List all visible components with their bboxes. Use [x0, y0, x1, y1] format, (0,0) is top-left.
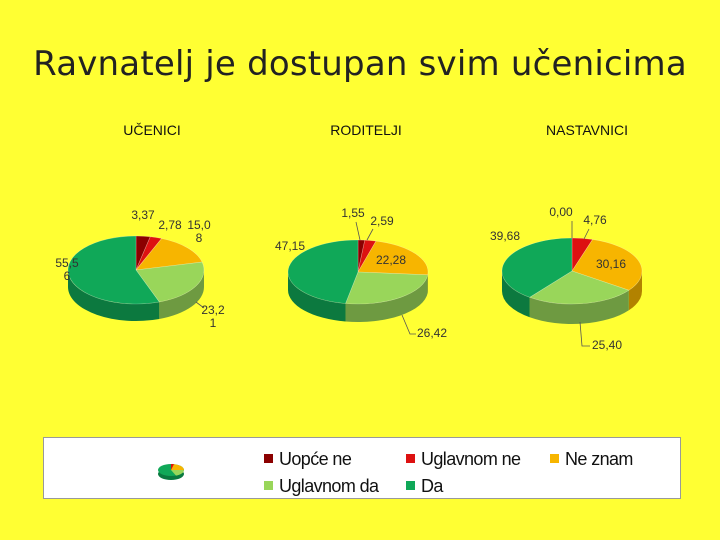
pie-slice-1 [357, 239, 377, 273]
pie-slice-4 [501, 237, 573, 298]
pie-value-label: 4,76 [583, 213, 607, 227]
legend-item-ne-znam: Ne znam [550, 449, 633, 470]
pie-chart-1: 1,55 2,59 22,28 26,42 47,15 [275, 206, 447, 340]
legend-item-da: Da [406, 476, 443, 497]
pie-side-3 [159, 270, 204, 319]
pie-value-label: 15,0 8 [187, 218, 211, 245]
legend-label: Uopće ne [279, 449, 352, 469]
pie-slice-4 [67, 235, 160, 305]
leader-line [366, 228, 374, 241]
legend-item-uglavnom-da: Uglavnom da [264, 476, 379, 497]
pie-value-label: 0,00 [549, 205, 573, 219]
pie-side-3 [345, 274, 428, 322]
pie-slice-1 [135, 236, 163, 271]
leader-line [579, 321, 590, 347]
pie-value-label: 26,42 [417, 326, 447, 340]
leader-line [355, 221, 361, 241]
pie-slice-2 [571, 239, 643, 291]
pie-value-label: 3,37 [131, 208, 155, 222]
pie-slice-0 [135, 235, 151, 271]
legend-label: Da [421, 476, 443, 496]
legend-item-uopce-ne: Uopće ne [264, 449, 352, 470]
chart-title-ucenici: UČENICI [123, 122, 181, 138]
pie-side-4 [288, 272, 346, 322]
pie-slice-3 [135, 261, 205, 303]
slide-title: Ravnatelj je dostupan svim učenicima [33, 44, 687, 84]
legend-label: Uglavnom ne [421, 449, 521, 469]
legend-swatch-uopce-ne [264, 454, 273, 463]
pie-value-label: 2,59 [370, 214, 394, 228]
legend-pie-icon [158, 463, 185, 480]
pie-side-3 [529, 290, 629, 324]
pie-side-4 [68, 270, 160, 321]
pie-slice-3 [529, 270, 630, 305]
pie-value-label: 47,15 [275, 239, 305, 253]
pie-value-label: 23,2 1 [201, 303, 225, 330]
legend-item-uglavnom-ne: Uglavnom ne [406, 449, 521, 470]
leader-line [401, 314, 416, 335]
pie-value-label: 30,16 [596, 257, 626, 271]
chart-title-roditelji: RODITELJI [330, 122, 402, 138]
pie-value-label: 55,5 6 [55, 256, 79, 283]
pie-charts: 3,372,78 15,0 8 23,2 1 55,5 6 1,55 2,59 22,28 26,4… [55, 205, 643, 352]
leader-line [583, 228, 590, 240]
pie-value-label: 22,28 [376, 253, 406, 267]
pie-slice-2 [357, 240, 429, 276]
pie-value-label: 39,68 [490, 229, 520, 243]
leader-line [195, 301, 205, 309]
legend-swatch-uglavnom-ne [406, 454, 415, 463]
pie-value-label: 2,78 [158, 218, 182, 232]
chart-title-nastavnici: NASTAVNICI [546, 122, 628, 138]
legend-swatch-ne-znam [550, 454, 559, 463]
pie-chart-2: 0,00 4,76 30,16 25,40 39,68 [490, 205, 643, 352]
legend: Uopće ne Uglavnom ne Ne znam Uglavnom da… [43, 437, 681, 499]
pie-slice-3 [345, 271, 429, 305]
legend-swatch-uglavnom-da [264, 481, 273, 490]
pie-side-2 [628, 271, 642, 311]
pie-slice-2 [135, 238, 203, 271]
pie-side-4 [502, 271, 530, 318]
pie-chart-0: 3,372,78 15,0 8 23,2 1 55,5 6 [55, 208, 225, 330]
pie-slice-4 [287, 239, 359, 304]
pie-slice-0 [357, 239, 366, 273]
legend-swatch-da [406, 481, 415, 490]
pie-value-label: 25,40 [592, 338, 622, 352]
legend-label: Uglavnom da [279, 476, 379, 496]
legend-label: Ne znam [565, 449, 633, 469]
pie-value-label: 1,55 [341, 206, 365, 220]
